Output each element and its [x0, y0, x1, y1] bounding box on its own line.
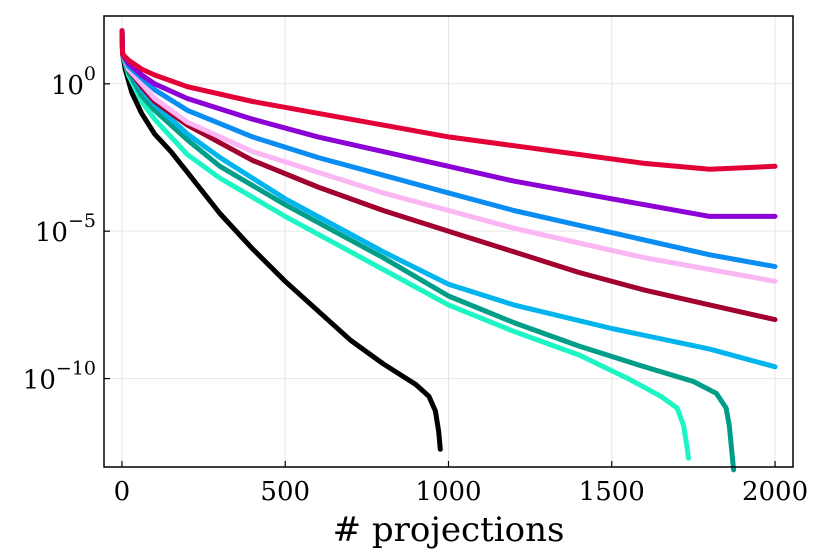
x-axis-ticks: 0 500 1000 1500 2000 [114, 461, 808, 507]
x-tick-label: 2000 [742, 477, 808, 507]
x-tick-label: 0 [114, 477, 131, 507]
x-tick-label: 1000 [415, 477, 481, 507]
series-line-teal [119, 28, 737, 473]
y-tick-label: 10−5 [35, 210, 96, 248]
x-axis-label: # projections [333, 510, 565, 550]
series-line-pink [119, 28, 778, 284]
y-tick-label: 100 [51, 63, 96, 101]
x-tick-label: 1500 [579, 477, 645, 507]
series-line-mint [119, 28, 691, 461]
y-tick-label: 10−10 [23, 358, 96, 396]
series-group [119, 28, 778, 473]
series-line-purple [119, 28, 778, 219]
x-tick-label: 500 [260, 477, 310, 507]
grid [104, 16, 793, 467]
series-line-black [119, 28, 443, 452]
y-axis-ticks: 100 10−5 10−10 [23, 63, 110, 396]
series-line-crimson [119, 28, 778, 172]
